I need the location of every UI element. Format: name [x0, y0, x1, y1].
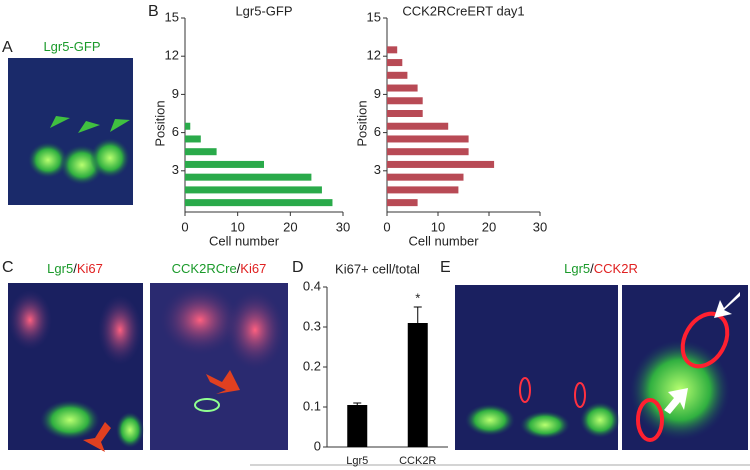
x-tick-label: 0 [383, 219, 390, 234]
y-tick-label: 0.2 [303, 358, 321, 373]
y-tick-label: 3 [172, 162, 179, 177]
bar [387, 71, 408, 79]
bar [387, 97, 423, 105]
bar [185, 135, 201, 143]
y-axis-label: Position [152, 100, 167, 146]
bar [185, 148, 217, 156]
x-tick-label: 10 [431, 219, 445, 234]
x-axis-label: Cell number [209, 233, 280, 248]
bar [185, 199, 333, 207]
y-tick-label: 12 [165, 48, 179, 63]
image-label: Lgr5-GFP [43, 39, 100, 54]
image-label-part: / [590, 261, 594, 276]
bar [347, 405, 368, 447]
y-tick-label: 0 [314, 438, 321, 453]
y-tick-label: 9 [374, 86, 381, 101]
bar [185, 186, 322, 194]
x-tick-label: 20 [283, 219, 297, 234]
image-label-part: Ki67 [240, 261, 266, 276]
bar [387, 110, 423, 117]
micrograph-e-right [622, 285, 748, 450]
image-label: CCK2RCre/Ki67 [172, 261, 267, 276]
image-label-part: Lgr5-GFP [43, 39, 100, 54]
x-tick-label: 30 [336, 219, 350, 234]
y-tick-label: 3 [374, 162, 381, 177]
y-tick-label: 15 [165, 9, 179, 24]
image-label: Lgr5/Ki67 [47, 261, 103, 276]
bar [387, 135, 469, 143]
y-tick-label: 6 [172, 124, 179, 139]
x-tick-label: 30 [533, 219, 547, 234]
image-label: Lgr5/CCK2R [564, 261, 638, 276]
y-tick-label: 0.3 [303, 318, 321, 333]
image-label-part: CCK2RCre [172, 261, 237, 276]
y-tick-label: 0.4 [303, 278, 321, 293]
micrograph-e-left [455, 285, 620, 450]
bar [185, 122, 191, 130]
y-tick-label: 15 [367, 9, 381, 24]
panel-label: E [440, 259, 451, 276]
annotation: * [415, 290, 420, 305]
image-label-part: Lgr5 [47, 261, 73, 276]
y-tick-label: 12 [367, 48, 381, 63]
bar [387, 122, 449, 130]
image-label-part: CCK2R [594, 261, 638, 276]
bar [387, 186, 459, 194]
bar [387, 173, 464, 181]
chart-title: Lgr5-GFP [235, 3, 292, 18]
bar [185, 173, 312, 181]
image-label-part: Lgr5 [564, 261, 590, 276]
y-tick-label: 0.1 [303, 398, 321, 413]
x-tick-label: CCK2R [399, 455, 436, 467]
image-label-part: / [73, 261, 77, 276]
x-axis-label: Cell number [408, 233, 479, 248]
micrograph-c-left [8, 283, 144, 452]
y-tick-label: 6 [374, 124, 381, 139]
panel-label: C [2, 259, 14, 276]
bar [387, 84, 418, 92]
x-tick-label: Lgr5 [346, 455, 368, 467]
bar [387, 148, 469, 156]
panel-label: B [148, 3, 159, 20]
y-axis-label: Position [354, 100, 369, 146]
x-tick-label: 0 [181, 219, 188, 234]
y-tick-label: 9 [172, 86, 179, 101]
chart-title: Ki67+ cell/total [335, 261, 420, 276]
micrograph-a [8, 58, 133, 205]
bar [387, 160, 495, 168]
x-tick-label: 10 [230, 219, 244, 234]
bar [387, 46, 398, 54]
image-label-part: Ki67 [77, 261, 103, 276]
panel-label: D [292, 259, 304, 276]
chart-title: CCK2RCreERT day1 [402, 3, 524, 18]
micrograph-c-right [150, 283, 288, 450]
bar [407, 323, 428, 447]
image-label-part: / [237, 261, 241, 276]
bar [185, 160, 264, 168]
bar [387, 59, 403, 67]
panel-label: A [2, 39, 13, 56]
bar [387, 199, 418, 207]
x-tick-label: 20 [482, 219, 496, 234]
